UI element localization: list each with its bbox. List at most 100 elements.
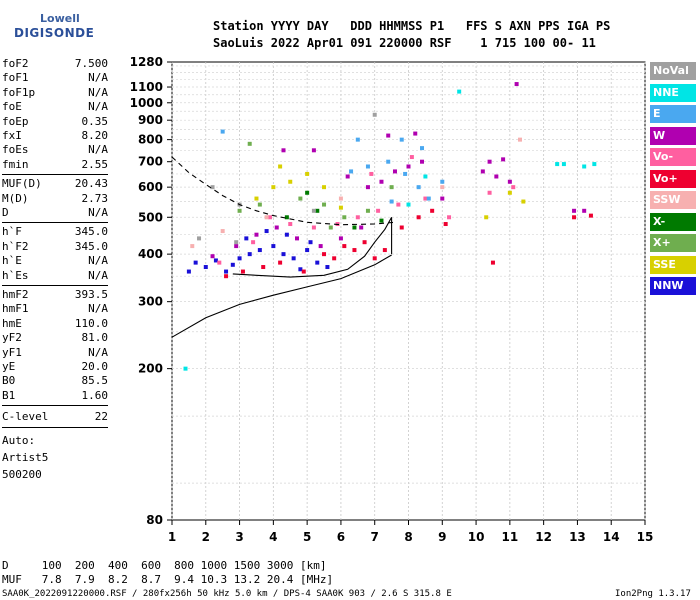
parameter-value: 0.35 [81, 114, 109, 128]
echo-point [420, 146, 425, 151]
clevel-row: C-level 22 [2, 410, 108, 424]
parameter-row: hmF1 N/A [2, 302, 108, 316]
echo-point [278, 260, 283, 265]
y-tick-label: 700 [138, 155, 163, 169]
parameter-value: N/A [88, 345, 108, 359]
parameter-row: foEs N/A [2, 143, 108, 157]
x-tick-label: 15 [637, 530, 654, 544]
echo-point [426, 196, 431, 201]
echo-point [308, 240, 313, 245]
y-tick-label: 1280 [130, 55, 163, 69]
echo-point [305, 190, 310, 195]
echo-point [413, 131, 418, 136]
echo-point [274, 225, 279, 230]
echo-point [224, 269, 229, 274]
echo-point [423, 174, 428, 179]
echo-point [288, 222, 293, 227]
echo-point [322, 252, 327, 257]
parameter-row: B1 1.60 [2, 389, 108, 403]
parameter-row: foEp 0.35 [2, 115, 108, 129]
echo-point [355, 137, 360, 142]
x-tick-label: 5 [303, 530, 311, 544]
echo-point [190, 244, 195, 249]
echo-point [224, 274, 229, 279]
echo-point [389, 199, 394, 204]
echo-point [234, 244, 239, 249]
echo-point [301, 269, 306, 274]
separator-line [2, 405, 108, 407]
echo-point [254, 196, 259, 201]
echo-point [197, 236, 202, 241]
echo-point [501, 157, 506, 162]
parameter-row: foF1p N/A [2, 86, 108, 100]
parameter-row: hmE 110.0 [2, 317, 108, 331]
parameter-name: h`F [2, 225, 22, 239]
echo-point [325, 265, 330, 270]
echo-point [403, 171, 408, 176]
echo-point [322, 185, 327, 190]
footer-distance-row: D 100 200 400 600 800 1000 1500 3000 [km… [2, 559, 327, 572]
parameter-name: foEs [2, 143, 29, 157]
parameter-value: 81.0 [81, 331, 109, 345]
echo-point [379, 218, 384, 223]
echo-point [264, 215, 269, 220]
legend-item: NNW [650, 277, 696, 295]
parameter-name: fmin [2, 157, 29, 171]
echo-point [440, 196, 445, 201]
echo-point [305, 171, 310, 176]
echo-point [254, 232, 259, 237]
separator-line [2, 174, 108, 176]
echo-point [281, 252, 286, 257]
echo-point [592, 162, 597, 167]
echo-point [210, 185, 215, 190]
echo-point [288, 179, 293, 184]
echo-point [416, 215, 421, 220]
auto-scaling-info: Artist5 [2, 450, 49, 464]
y-tick-label: 500 [138, 210, 163, 224]
legend-item: E [650, 105, 696, 123]
echo-point [389, 185, 394, 190]
echo-point [264, 229, 269, 234]
echo-point [251, 240, 256, 245]
y-tick-label: 80 [146, 513, 163, 527]
echo-point [318, 244, 323, 249]
y-tick-label: 900 [138, 113, 163, 127]
echo-point [588, 213, 593, 218]
echo-point [203, 265, 208, 270]
parameter-value: N/A [88, 100, 108, 114]
legend-item: NNE [650, 83, 696, 102]
echo-point [295, 236, 300, 241]
echo-point [284, 215, 289, 220]
echo-point [555, 162, 560, 167]
echo-point [430, 208, 435, 213]
echo-point [517, 137, 522, 142]
echo-point [416, 185, 421, 190]
echo-point [365, 208, 370, 213]
echo-point [328, 225, 333, 230]
echo-point [257, 202, 262, 207]
echo-point [284, 232, 289, 237]
parameter-row: MUF(D) 20.43 [2, 177, 108, 191]
echo-point [278, 164, 283, 169]
echo-point [291, 256, 296, 261]
echo-point [386, 133, 391, 138]
parameter-row: h`E N/A [2, 254, 108, 268]
echo-point [322, 202, 327, 207]
echo-point [399, 137, 404, 142]
x-tick-label: 3 [235, 530, 243, 544]
echo-point [582, 208, 587, 213]
echo-point [443, 222, 448, 227]
echo-point [220, 129, 225, 134]
parameter-name: B0 [2, 374, 16, 388]
x-tick-label: 11 [502, 530, 519, 544]
parameter-row: h`Es N/A [2, 269, 108, 283]
x-tick-label: 12 [535, 530, 552, 544]
echo-point [457, 89, 462, 94]
echo-point [355, 215, 360, 220]
x-tick-label: 10 [468, 530, 485, 544]
x-tick-label: 7 [371, 530, 379, 544]
echo-point [511, 185, 516, 190]
parameter-name: yF2 [2, 331, 22, 345]
ionogram-chart: 1 2 3 4 5 6 7 8 9 10 11 12 13 14 158020030040050060070… [130, 55, 654, 544]
parameter-value: 20.43 [74, 177, 108, 191]
